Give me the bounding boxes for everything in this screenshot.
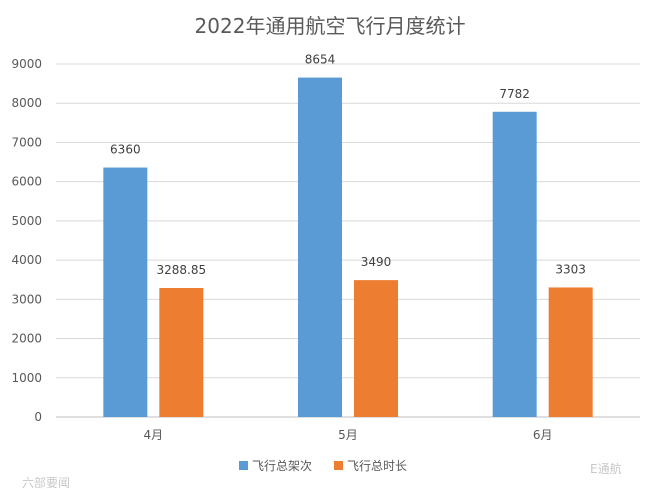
legend-label: 飞行总时长 <box>347 459 407 473</box>
y-axis-ticks: 0 1000 2000 3000 4000 5000 6000 7000 8000 9000 <box>11 57 42 424</box>
x-tick-label: 5月 <box>338 428 358 442</box>
gridlines <box>56 63 640 418</box>
bar <box>103 167 148 417</box>
bars <box>103 77 593 417</box>
data-label: 8654 <box>305 53 336 67</box>
y-tick-label: 9000 <box>11 57 42 71</box>
bar <box>492 111 537 417</box>
bar <box>548 287 593 417</box>
y-tick-label: 1000 <box>11 371 42 385</box>
y-tick-label: 6000 <box>11 175 42 189</box>
legend: 飞行总架次 飞行总时长 <box>239 459 407 473</box>
legend-swatch <box>334 461 343 470</box>
bar <box>354 280 398 417</box>
legend-swatch <box>239 461 248 470</box>
data-label: 3303 <box>555 262 586 276</box>
x-tick-label: 6月 <box>533 428 553 442</box>
watermark-right: E通航 <box>590 462 622 476</box>
x-tick-label: 4月 <box>144 428 164 442</box>
data-label: 7782 <box>499 87 530 101</box>
y-tick-label: 5000 <box>11 214 42 228</box>
watermark-left: 六部要闻 <box>22 476 71 490</box>
y-tick-label: 3000 <box>11 292 42 306</box>
y-tick-label: 0 <box>34 410 42 424</box>
y-tick-label: 4000 <box>11 253 42 267</box>
y-tick-label: 8000 <box>11 96 42 110</box>
x-axis-ticks: 4月 5月 6月 <box>144 428 553 442</box>
y-tick-label: 7000 <box>11 135 42 149</box>
data-label: 3288.85 <box>157 263 207 277</box>
data-labels: 6360 3288.85 8654 3490 7782 3303 <box>110 53 586 277</box>
bar <box>159 288 204 417</box>
y-tick-label: 2000 <box>11 332 42 346</box>
chart-title: 2022年通用航空飞行月度统计 <box>195 14 466 38</box>
data-label: 6360 <box>110 143 141 157</box>
data-label: 3490 <box>361 255 392 269</box>
legend-label: 飞行总架次 <box>252 459 312 473</box>
bar <box>298 77 342 417</box>
